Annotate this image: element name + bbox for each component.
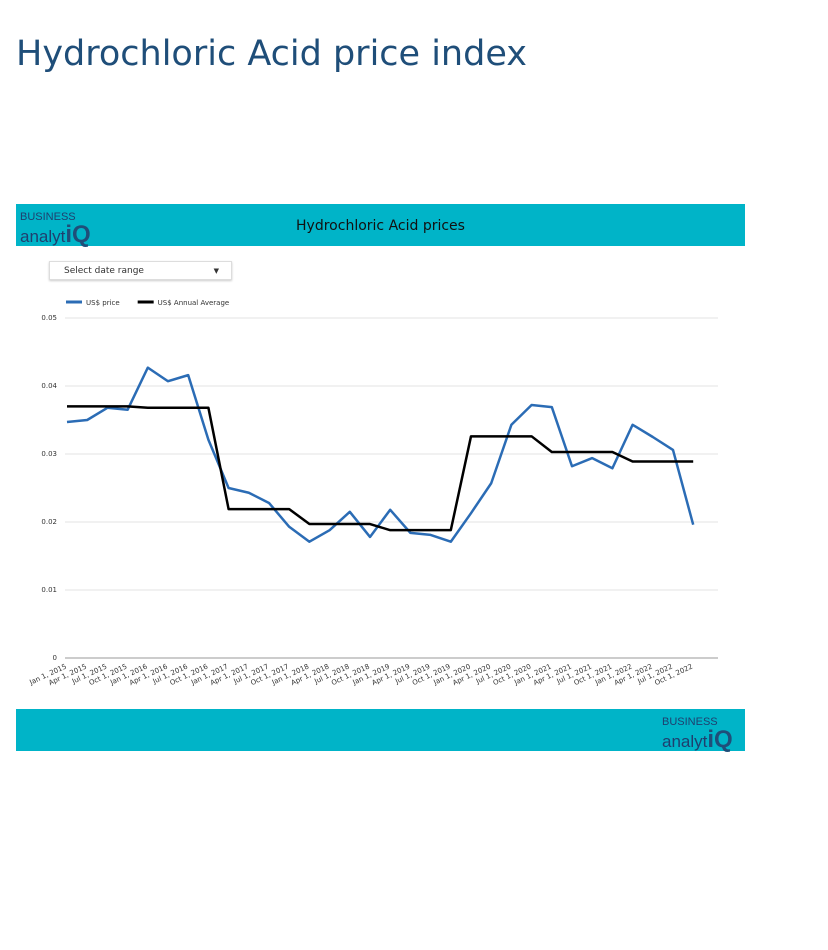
date-range-dropdown[interactable]: Select date range ▼ [49,261,232,280]
legend-label: US$ price [86,299,120,307]
logo-mark: iQ [65,221,91,248]
chart-title: Hydrochloric Acid prices [296,218,465,234]
logo: BUSINESS analytiQ [662,717,733,752]
page-title: Hydrochloric Acid price index [16,34,527,74]
logo-text: BUSINESS [662,716,718,728]
y-tick-label: 0.04 [41,382,57,390]
series-line [67,405,694,532]
y-tick-label: 0.05 [41,314,57,322]
logo: BUSINESS analytiQ [20,212,91,247]
chart-footer: BUSINESS analytiQ [16,709,745,752]
logo-text: analyt [20,227,66,246]
logo-text: BUSINESS [20,211,76,223]
logo-mark: iQ [707,726,733,753]
chart-header: BUSINESS analytiQ Hydrochloric Acid price… [16,204,745,247]
y-tick-label: 0.03 [41,450,57,458]
series-line [66,366,695,543]
dropdown-label: Select date range [64,266,144,276]
y-tick-label: 0.02 [41,518,57,526]
y-tick-label: 0 [53,654,57,662]
y-tick-label: 0.01 [41,586,57,594]
legend-label: US$ Annual Average [158,299,230,307]
dropdown-arrow: ▼ [213,267,219,275]
logo-text: analyt [662,732,708,751]
